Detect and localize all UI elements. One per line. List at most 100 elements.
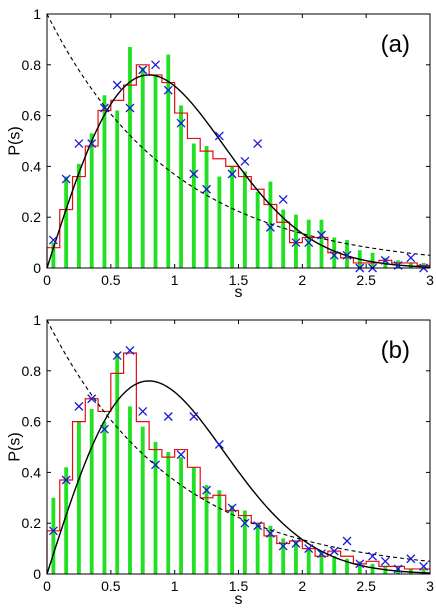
blue-x-stroke	[342, 536, 352, 546]
blue-x-marker	[253, 139, 263, 148]
red-step-histogram	[46, 352, 430, 574]
blue-x-marker	[74, 139, 84, 148]
blue-x-marker	[342, 250, 352, 260]
blue-x-marker	[240, 518, 250, 528]
green-bar	[204, 146, 209, 268]
blue-x-stroke	[291, 238, 301, 248]
blue-x-marker	[278, 541, 288, 551]
blue-x-marker	[227, 169, 237, 179]
blue-x-stroke	[163, 85, 173, 95]
blue-x-marker	[189, 169, 199, 179]
blue-x-stroke	[138, 65, 148, 75]
blue-x-stroke	[48, 235, 58, 245]
blue-x-stroke	[151, 60, 160, 70]
blue-x-stroke	[74, 139, 84, 148]
blue-x-stroke	[380, 255, 390, 265]
blue-x-marker	[189, 412, 199, 421]
blue-x-stroke	[61, 174, 71, 184]
poisson-dashed-curve	[46, 319, 431, 562]
blue-x-marker	[380, 556, 390, 566]
blue-x-stroke	[202, 485, 212, 495]
blue-x-stroke	[87, 394, 97, 404]
green-bar	[153, 441, 158, 574]
green-bar	[421, 568, 426, 574]
green-bar	[370, 563, 375, 574]
x-tick-label: 1	[171, 578, 179, 594]
blue-x-stroke	[329, 250, 339, 260]
blue-x-marker	[406, 253, 416, 263]
blue-x-marker	[406, 554, 416, 564]
blue-x-marker	[125, 103, 135, 113]
x-tick-label: 1	[171, 272, 179, 288]
green-bar	[306, 219, 311, 268]
green-bar	[128, 47, 132, 268]
green-bar	[217, 176, 222, 268]
blue-x-stroke	[253, 139, 263, 148]
blue-x-marker	[87, 139, 97, 148]
green-bar	[332, 556, 337, 574]
blue-x-marker	[214, 440, 224, 449]
blue-x-stroke	[278, 194, 288, 204]
green-bar	[294, 214, 298, 268]
blue-x-stroke	[189, 412, 199, 421]
blue-x-marker	[304, 544, 314, 554]
blue-x-stroke	[317, 230, 326, 240]
blue-x-marker	[317, 230, 326, 240]
blue-x-marker	[99, 424, 109, 434]
green-bar	[230, 505, 235, 574]
y-tick-label: 0.8	[22, 57, 42, 73]
x-tick-label: 2.5	[356, 272, 376, 288]
green-bar	[281, 209, 286, 268]
green-bar	[102, 421, 107, 574]
blue-x-stroke	[61, 475, 71, 485]
blue-x-marker	[151, 60, 160, 70]
green-bar	[102, 95, 107, 268]
blue-x-marker	[380, 255, 390, 265]
green-bar	[191, 467, 196, 574]
green-bar	[77, 421, 81, 574]
green-bar	[281, 538, 286, 574]
green-bar	[268, 181, 273, 268]
blue-x-stroke	[253, 521, 263, 531]
x-tick-label: 1.5	[229, 578, 249, 594]
blue-x-stroke	[151, 460, 160, 470]
blue-x-stroke	[112, 351, 122, 361]
blue-x-marker	[176, 450, 186, 460]
blue-x-marker	[61, 475, 71, 485]
y-tick-label: 0.2	[22, 515, 42, 531]
x-tick-label: 2.5	[356, 578, 376, 594]
y-tick-label: 0.8	[22, 363, 42, 379]
green-bar	[51, 497, 56, 574]
green-bar	[319, 219, 324, 268]
blue-x-stroke	[304, 544, 314, 554]
blue-x-marker	[151, 460, 160, 470]
blue-x-marker	[214, 131, 224, 141]
blue-x-marker	[87, 394, 97, 404]
blue-x-marker	[48, 235, 58, 245]
blue-x-stroke	[419, 561, 429, 571]
wigner-solid-curve	[46, 74, 431, 269]
blue-x-stroke	[278, 541, 288, 551]
blue-x-stroke	[368, 551, 378, 561]
green-bar	[140, 67, 145, 268]
green-bar	[319, 551, 324, 574]
blue-x-stroke	[406, 554, 416, 564]
y-tick-label: 0.4	[22, 158, 42, 174]
blue-x-marker	[112, 80, 122, 90]
blue-x-stroke	[380, 556, 390, 566]
green-bar	[255, 191, 260, 268]
x-tick-label: 0	[43, 272, 51, 288]
blue-x-stroke	[202, 184, 212, 194]
green-bar	[115, 353, 120, 574]
green-bar	[51, 242, 56, 268]
x-axis-label: s	[235, 591, 243, 608]
x-tick-label: 0.5	[101, 272, 121, 288]
blue-x-marker	[291, 238, 301, 248]
y-tick-label: 0	[33, 566, 41, 582]
blue-x-stroke	[189, 169, 199, 179]
y-tick-label: 0.6	[22, 108, 42, 124]
y-tick-label: 0.4	[22, 464, 42, 480]
blue-x-marker	[112, 351, 122, 361]
green-bar	[345, 240, 349, 268]
blue-x-stroke	[240, 156, 250, 166]
